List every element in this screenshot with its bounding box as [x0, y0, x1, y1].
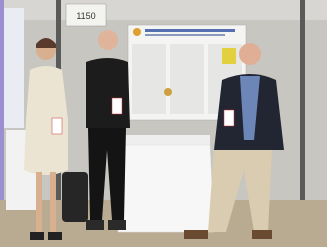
person-shoe — [30, 232, 44, 240]
backpack — [62, 172, 88, 222]
poster-column — [170, 44, 204, 114]
sign-label: 1150 — [76, 11, 95, 21]
poster-title-bar — [145, 34, 225, 36]
poster-column — [132, 44, 166, 114]
badge — [52, 118, 62, 134]
person-head — [98, 30, 118, 50]
person-shoe — [86, 220, 104, 230]
table-top — [122, 135, 210, 145]
person-shoe — [108, 220, 126, 230]
page: {"sign": {"label": "1150"}} 1150 — [0, 0, 327, 247]
person-leg — [50, 172, 56, 232]
photo: 1150 — [0, 0, 327, 247]
badge — [112, 98, 122, 114]
person-shoe — [252, 230, 272, 239]
badge — [224, 110, 234, 126]
poster-logo — [133, 28, 141, 36]
poster-figure — [164, 88, 172, 96]
person-leg — [36, 172, 42, 232]
person-shirt — [86, 58, 130, 128]
person-head — [239, 43, 261, 65]
left-panel — [4, 8, 24, 128]
poster-figure — [222, 48, 236, 64]
table-skirt — [118, 145, 214, 232]
ceiling — [0, 0, 327, 20]
poster-title-bar — [145, 29, 235, 32]
post — [300, 0, 305, 230]
person-shoe — [184, 230, 208, 239]
person-shoe — [48, 232, 62, 240]
